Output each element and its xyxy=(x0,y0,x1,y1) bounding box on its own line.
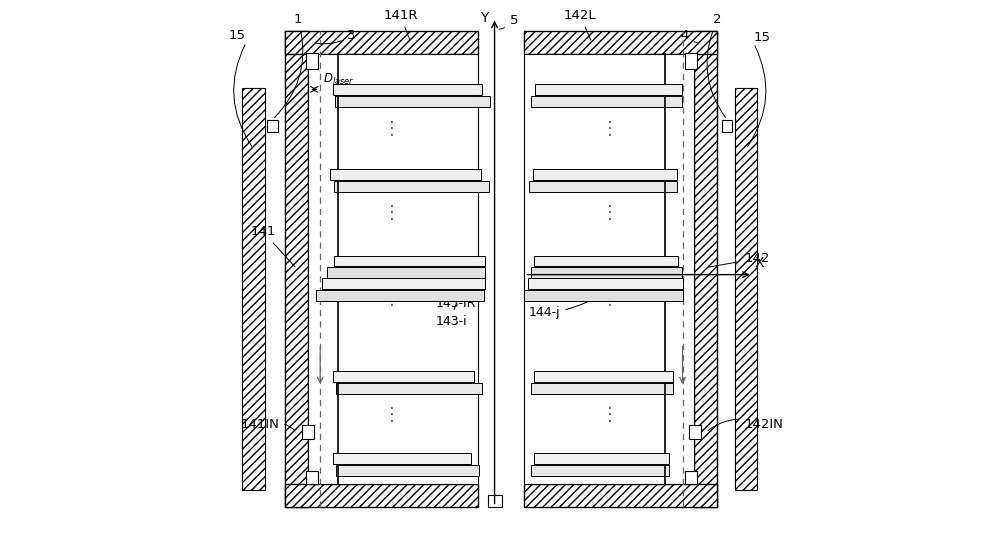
Text: 144-j: 144-j xyxy=(529,302,587,319)
Bar xyxy=(322,278,485,289)
Text: ⋮: ⋮ xyxy=(601,204,619,222)
Text: 2: 2 xyxy=(707,13,725,117)
Text: ⋮: ⋮ xyxy=(601,290,619,308)
Text: 141IN: 141IN xyxy=(240,418,295,431)
Bar xyxy=(531,383,673,394)
Text: 143-iR: 143-iR xyxy=(436,281,476,310)
Bar xyxy=(267,120,278,132)
Bar xyxy=(531,267,682,278)
Bar xyxy=(333,371,474,382)
Bar xyxy=(335,96,490,107)
Text: 142L: 142L xyxy=(564,9,596,40)
Bar xyxy=(336,465,479,476)
Text: 1: 1 xyxy=(274,13,303,118)
Bar xyxy=(531,465,669,476)
Bar xyxy=(336,383,482,394)
Text: ⋮: ⋮ xyxy=(383,204,401,222)
Bar xyxy=(285,31,308,507)
Text: X: X xyxy=(754,256,764,270)
Text: ⋮: ⋮ xyxy=(383,290,401,308)
Bar xyxy=(327,267,485,278)
Text: 141R: 141R xyxy=(383,9,418,40)
Bar xyxy=(685,471,697,484)
Text: 15: 15 xyxy=(754,31,771,44)
Bar xyxy=(531,96,682,107)
Bar xyxy=(533,169,677,180)
Bar xyxy=(302,425,314,438)
Bar xyxy=(285,31,478,54)
Text: ⋮: ⋮ xyxy=(383,406,401,424)
Bar xyxy=(685,53,697,69)
Bar xyxy=(528,278,683,289)
Text: ⋮: ⋮ xyxy=(601,120,619,138)
Bar xyxy=(694,31,717,507)
Bar xyxy=(524,290,683,301)
Bar xyxy=(333,84,482,95)
Bar xyxy=(334,181,489,192)
Bar xyxy=(529,181,677,192)
Bar xyxy=(535,84,682,95)
Text: 15: 15 xyxy=(229,29,246,43)
Bar xyxy=(524,31,717,54)
Bar xyxy=(722,120,732,132)
Bar xyxy=(689,425,701,438)
Bar xyxy=(334,256,485,266)
Bar xyxy=(488,495,502,507)
Text: Y: Y xyxy=(480,11,488,25)
Bar xyxy=(524,484,717,507)
Text: 141: 141 xyxy=(250,225,295,267)
Bar xyxy=(333,453,471,464)
Text: 3: 3 xyxy=(316,29,355,44)
Bar xyxy=(330,169,481,180)
Text: ⋮: ⋮ xyxy=(383,120,401,138)
Bar xyxy=(534,453,669,464)
Bar xyxy=(534,256,678,266)
Bar xyxy=(735,88,757,490)
Bar xyxy=(524,54,694,484)
Bar xyxy=(316,290,484,301)
Text: 5: 5 xyxy=(499,14,518,29)
Text: 142IN: 142IN xyxy=(708,418,783,431)
Bar xyxy=(306,471,318,484)
Bar xyxy=(534,371,673,382)
Bar xyxy=(308,54,478,484)
Text: 144-jL: 144-jL xyxy=(529,280,587,300)
Text: 4: 4 xyxy=(680,29,697,43)
Text: $D_{laser}$: $D_{laser}$ xyxy=(323,72,354,87)
Bar xyxy=(242,88,265,490)
Text: 143-i: 143-i xyxy=(436,303,468,328)
Text: 142: 142 xyxy=(709,252,770,267)
Text: ⋮: ⋮ xyxy=(601,406,619,424)
Bar xyxy=(285,484,478,507)
Bar xyxy=(306,53,318,69)
